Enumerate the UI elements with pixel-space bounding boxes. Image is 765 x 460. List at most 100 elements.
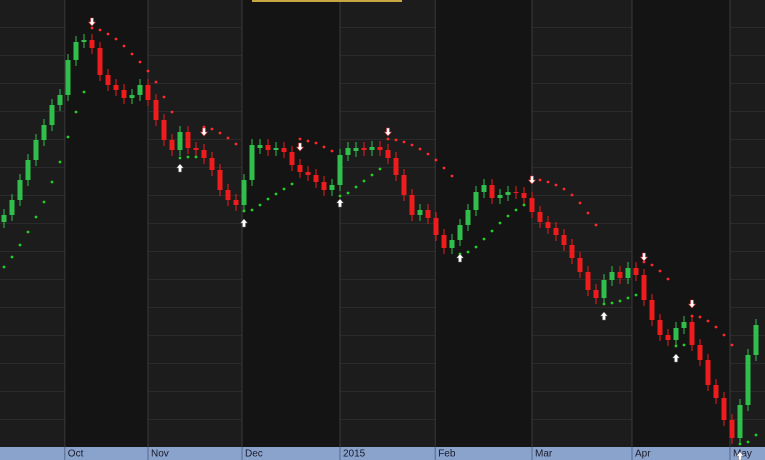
candle-body <box>729 420 735 438</box>
sar-dot <box>466 250 470 254</box>
candle-body <box>89 40 95 48</box>
candle-body <box>193 148 199 150</box>
candle-body <box>33 140 39 160</box>
sar-dot <box>562 187 566 191</box>
sar-dot <box>194 155 198 159</box>
sell-signal-arrow <box>383 127 393 137</box>
buy-signal-arrow <box>239 218 249 228</box>
sar-dot <box>42 200 46 204</box>
candle-body <box>337 155 343 185</box>
sar-dot <box>426 152 430 156</box>
sell-signal-arrow <box>87 17 97 27</box>
candle-body <box>665 335 671 340</box>
sar-dot <box>714 325 718 329</box>
sar-dot <box>634 293 638 297</box>
sar-dot <box>706 319 710 323</box>
sar-dot <box>610 301 614 305</box>
sar-dot <box>314 141 318 145</box>
candle-body <box>97 48 103 75</box>
sar-dot <box>682 343 686 347</box>
candle-body <box>209 158 215 170</box>
sar-dot <box>354 185 358 189</box>
buy-signal-arrow <box>671 353 681 363</box>
sar-dot <box>506 214 510 218</box>
sar-dot <box>642 260 646 264</box>
sar-dot <box>698 315 702 319</box>
sar-dot <box>514 208 518 212</box>
buy-signal-arrow <box>599 311 609 321</box>
candle-body <box>65 60 71 95</box>
sar-dot <box>90 26 94 30</box>
sar-dot <box>338 194 342 198</box>
candle-body <box>377 147 383 150</box>
sar-dot <box>170 110 174 114</box>
candle-body <box>273 148 279 150</box>
x-tick-label: Dec <box>245 449 263 460</box>
sar-dot <box>730 343 734 347</box>
candle-body <box>385 150 391 158</box>
sar-dot <box>546 180 550 184</box>
candle-body <box>9 200 15 215</box>
sar-dot <box>602 302 606 306</box>
candle-body <box>561 235 567 245</box>
candle-body <box>577 258 583 272</box>
candle-body <box>81 40 87 42</box>
candle-body <box>697 345 703 360</box>
candle-body <box>225 190 231 200</box>
candle-body <box>217 170 223 190</box>
sar-dot <box>234 142 238 146</box>
candle-body <box>529 198 535 212</box>
sar-dot <box>186 155 190 159</box>
month-band <box>64 0 148 447</box>
sar-dot <box>722 333 726 337</box>
sar-dot <box>114 37 118 41</box>
candle-body <box>425 210 431 218</box>
sar-dot <box>378 167 382 171</box>
candle-body <box>25 160 31 180</box>
candle-body <box>321 182 327 190</box>
sar-dot <box>146 69 150 73</box>
x-tick-label: 2015 <box>343 449 366 460</box>
candle-body <box>401 175 407 195</box>
sar-dot <box>570 193 574 197</box>
sar-dot <box>690 314 694 318</box>
candle-body <box>473 192 479 210</box>
buy-signal-arrow <box>335 198 345 208</box>
sar-dot <box>66 135 70 139</box>
candle-body <box>137 85 143 95</box>
candle-body <box>297 165 303 172</box>
sell-signal-arrow <box>639 252 649 262</box>
buy-signal-arrow <box>455 253 465 263</box>
candle-body <box>673 328 679 340</box>
sar-dot <box>490 229 494 233</box>
sar-dot <box>498 221 502 225</box>
sar-dot <box>674 344 678 348</box>
sar-dot <box>106 32 110 36</box>
sar-dot <box>306 139 310 143</box>
sar-dot <box>650 263 654 267</box>
sar-dot <box>130 52 134 56</box>
sar-dot <box>410 143 414 147</box>
candle-body <box>753 325 759 355</box>
sar-dot <box>618 299 622 303</box>
candle-body <box>513 192 519 193</box>
candle-body <box>441 235 447 248</box>
candle-body <box>369 147 375 150</box>
candle-body <box>681 322 687 328</box>
month-band <box>632 0 730 447</box>
candle-body <box>73 42 79 60</box>
candle-body <box>121 90 127 98</box>
sar-dot <box>82 90 86 94</box>
candle-body <box>521 193 527 198</box>
sell-signal-arrow <box>199 127 209 137</box>
candle-body <box>721 398 727 420</box>
candle-body <box>497 195 503 198</box>
candle-body <box>257 145 263 148</box>
candle-body <box>465 210 471 225</box>
candle-body <box>737 405 743 438</box>
candle-body <box>161 120 167 140</box>
candle-body <box>649 300 655 320</box>
sar-dot <box>474 245 478 249</box>
sar-dot <box>34 215 38 219</box>
sar-dot <box>162 95 166 99</box>
